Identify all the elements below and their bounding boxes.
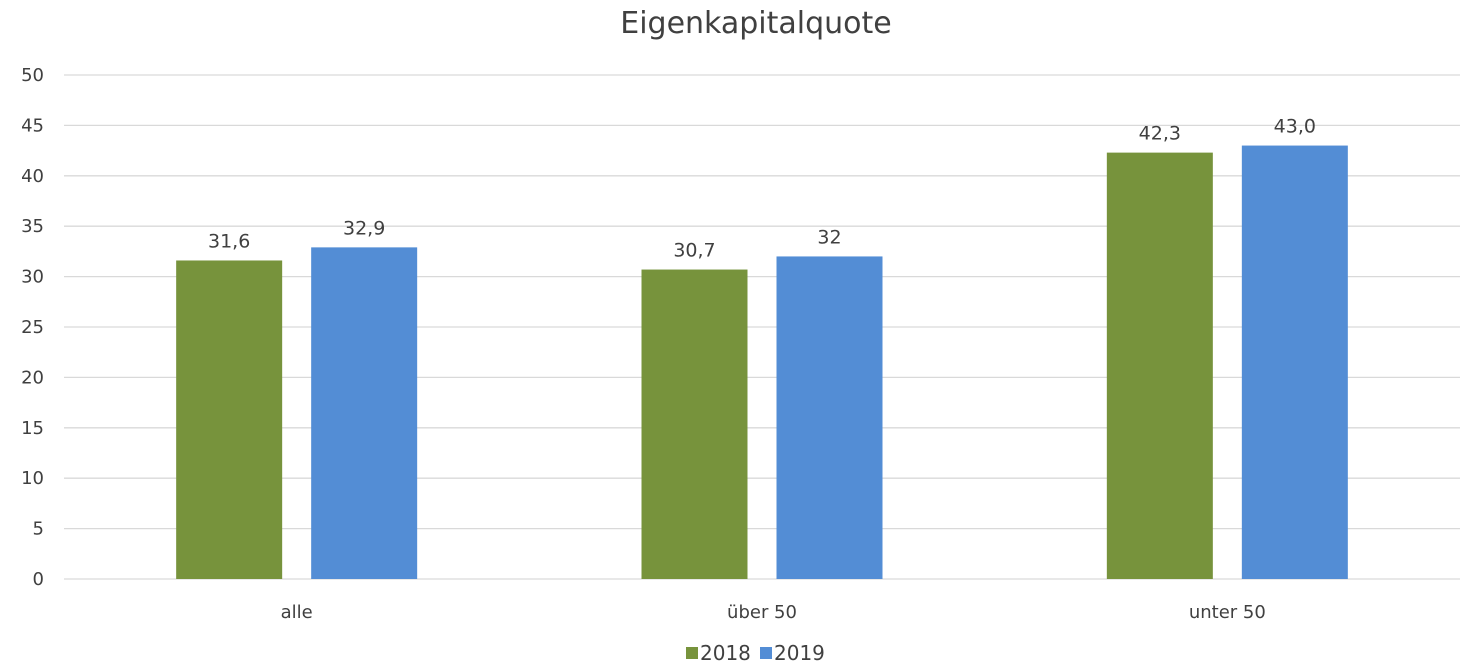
legend-swatch xyxy=(686,647,698,659)
y-tick-label: 25 xyxy=(21,317,44,338)
y-tick-label: 5 xyxy=(33,519,44,540)
legend: 2018 2019 xyxy=(686,641,825,665)
data-label: 32 xyxy=(817,226,841,248)
chart-title: Eigenkapitalquote xyxy=(620,6,892,41)
y-axis-ticks: 0 5 10 15 20 25 30 35 40 45 50 xyxy=(21,65,44,590)
bar xyxy=(1242,146,1348,579)
bar xyxy=(176,260,282,579)
data-label: 43,0 xyxy=(1274,116,1316,138)
bar xyxy=(777,256,883,579)
bar xyxy=(311,247,417,579)
x-category-label: unter 50 xyxy=(1189,602,1266,623)
y-tick-label: 0 xyxy=(33,569,44,590)
y-tick-label: 10 xyxy=(21,468,44,489)
bar xyxy=(1107,153,1213,579)
bars xyxy=(176,146,1348,579)
y-tick-label: 45 xyxy=(21,115,44,136)
legend-label: 2019 xyxy=(774,641,825,665)
x-category-label: alle xyxy=(281,602,313,623)
x-axis-categories: alle über 50 unter 50 xyxy=(281,602,1266,623)
y-tick-label: 50 xyxy=(21,65,44,86)
y-tick-label: 40 xyxy=(21,166,44,187)
bar xyxy=(642,270,748,579)
data-label: 31,6 xyxy=(208,230,250,252)
legend-swatch xyxy=(760,647,772,659)
legend-label: 2018 xyxy=(700,641,751,665)
y-tick-label: 30 xyxy=(21,267,44,288)
legend-item: 2018 xyxy=(686,641,751,665)
data-label: 30,7 xyxy=(673,240,715,262)
data-label: 42,3 xyxy=(1139,123,1181,145)
y-tick-label: 20 xyxy=(21,367,44,388)
x-category-label: über 50 xyxy=(727,602,797,623)
y-tick-label: 35 xyxy=(21,216,44,237)
y-tick-label: 15 xyxy=(21,418,44,439)
data-label: 32,9 xyxy=(343,217,385,239)
legend-item: 2019 xyxy=(760,641,825,665)
